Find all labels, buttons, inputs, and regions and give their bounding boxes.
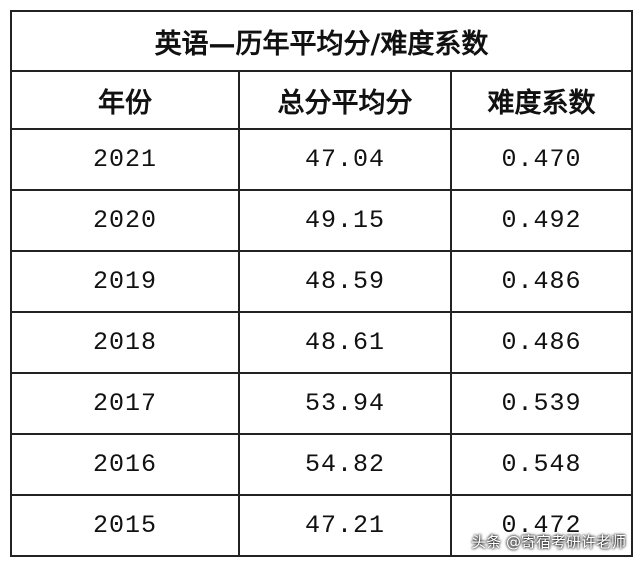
data-cell: 0.548 [449,433,634,496]
data-row: 2017 53.94 0.539 [10,372,634,435]
watermark: 头条 @寄宿考研许老师 [471,533,626,551]
data-row: 2019 48.59 0.486 [10,250,634,313]
data-cell: 47.04 [238,128,452,191]
data-cell: 48.61 [238,311,452,374]
data-cell: 49.15 [238,189,452,252]
data-row: 2015 47.21 0.472 [10,494,634,557]
data-cell: 0.486 [449,250,634,313]
score-table: 英语—历年平均分/难度系数 年份 总分平均分 难度系数 2021 47.04 0.4… [9,10,634,557]
data-cell: 2016 [10,433,240,496]
data-row: 2020 49.15 0.492 [10,189,634,252]
data-cell: 48.59 [238,250,452,313]
data-cell: 0.492 [449,189,634,252]
data-cell: 2015 [10,494,240,557]
data-cell: 47.21 [238,494,452,557]
table-title: 英语—历年平均分/难度系数 [9,10,634,72]
data-cell: 2018 [10,311,240,374]
header-cell: 年份 [10,70,240,130]
data-cell: 0.486 [449,311,634,374]
header-cell: 总分平均分 [238,70,452,130]
data-cell: 2017 [10,372,240,435]
title-row: 英语—历年平均分/难度系数 [9,10,634,72]
data-cell: 0.470 [449,128,634,191]
table-container: 英语—历年平均分/难度系数 年份 总分平均分 难度系数 2021 47.04 0.4… [9,10,634,557]
data-cell: 0.539 [449,372,634,435]
data-row: 2021 47.04 0.470 [10,128,634,191]
data-cell: 2021 [10,128,240,191]
header-cell: 难度系数 [449,70,634,130]
data-row: 2018 48.61 0.486 [10,311,634,374]
data-row: 2016 54.82 0.548 [10,433,634,496]
data-cell: 53.94 [238,372,452,435]
data-cell: 0.472 [449,494,634,557]
header-row: 年份 总分平均分 难度系数 [10,70,634,130]
table-body: 2021 47.04 0.470 2020 49.15 0.492 2019 48.59 0.4… [10,128,634,557]
data-cell: 2019 [10,250,240,313]
data-cell: 2020 [10,189,240,252]
data-cell: 54.82 [238,433,452,496]
